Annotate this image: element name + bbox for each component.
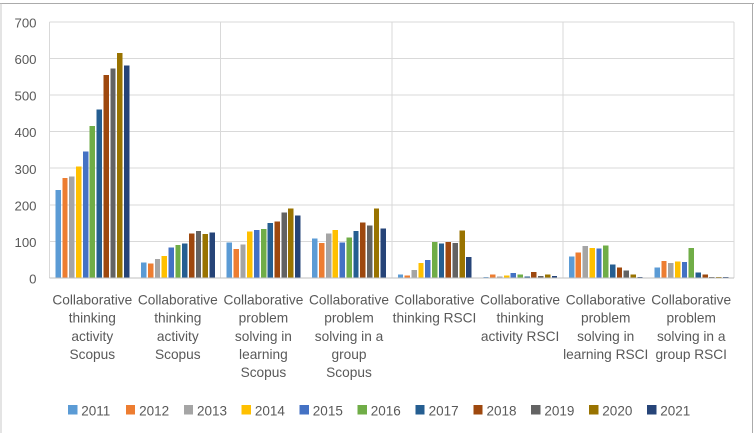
svg-text:2017: 2017 — [429, 404, 459, 419]
svg-text:600: 600 — [14, 52, 36, 67]
svg-text:Collaborative: Collaborative — [651, 293, 731, 308]
svg-text:2018: 2018 — [487, 404, 517, 419]
svg-text:2016: 2016 — [371, 404, 401, 419]
svg-text:problem: problem — [666, 311, 715, 326]
svg-text:thinking: thinking — [497, 311, 544, 326]
svg-text:thinking RSCI: thinking RSCI — [393, 311, 477, 326]
svg-text:problem: problem — [581, 311, 630, 326]
svg-text:2015: 2015 — [313, 404, 343, 419]
svg-text:Scopus: Scopus — [69, 347, 115, 362]
svg-text:Collaborative: Collaborative — [309, 293, 389, 308]
svg-text:Collaborative: Collaborative — [138, 293, 218, 308]
svg-text:activity: activity — [157, 329, 199, 344]
svg-text:Collaborative: Collaborative — [480, 293, 560, 308]
svg-text:Scopus: Scopus — [241, 365, 287, 380]
svg-text:200: 200 — [14, 198, 36, 213]
svg-text:group RSCI: group RSCI — [655, 347, 727, 362]
svg-text:Collaborative: Collaborative — [52, 293, 132, 308]
svg-text:problem: problem — [239, 311, 288, 326]
svg-text:2019: 2019 — [544, 404, 574, 419]
svg-text:2013: 2013 — [197, 404, 227, 419]
svg-text:400: 400 — [14, 125, 36, 140]
svg-text:activity RSCI: activity RSCI — [481, 329, 559, 344]
svg-text:solving in a: solving in a — [657, 329, 726, 344]
svg-text:learning: learning — [239, 347, 288, 362]
svg-text:learning RSCI: learning RSCI — [563, 347, 648, 362]
svg-text:solving in: solving in — [577, 329, 634, 344]
svg-text:2021: 2021 — [660, 404, 690, 419]
svg-text:group: group — [331, 347, 366, 362]
svg-text:2012: 2012 — [139, 404, 169, 419]
svg-text:activity: activity — [71, 329, 113, 344]
svg-text:thinking: thinking — [154, 311, 201, 326]
svg-text:problem: problem — [324, 311, 373, 326]
svg-text:Collaborative: Collaborative — [395, 293, 475, 308]
svg-text:700: 700 — [14, 15, 36, 30]
svg-text:Scopus: Scopus — [326, 365, 372, 380]
svg-text:500: 500 — [14, 89, 36, 104]
svg-text:2011: 2011 — [81, 404, 110, 419]
svg-text:0: 0 — [29, 272, 36, 287]
svg-text:100: 100 — [14, 235, 36, 250]
svg-text:solving in: solving in — [235, 329, 292, 344]
svg-text:solving in a: solving in a — [315, 329, 384, 344]
svg-text:thinking: thinking — [69, 311, 116, 326]
svg-text:2014: 2014 — [255, 404, 286, 419]
svg-text:Collaborative: Collaborative — [566, 293, 646, 308]
svg-text:2020: 2020 — [602, 404, 632, 419]
svg-text:300: 300 — [14, 162, 36, 177]
svg-text:Collaborative: Collaborative — [223, 293, 303, 308]
svg-text:Scopus: Scopus — [155, 347, 201, 362]
